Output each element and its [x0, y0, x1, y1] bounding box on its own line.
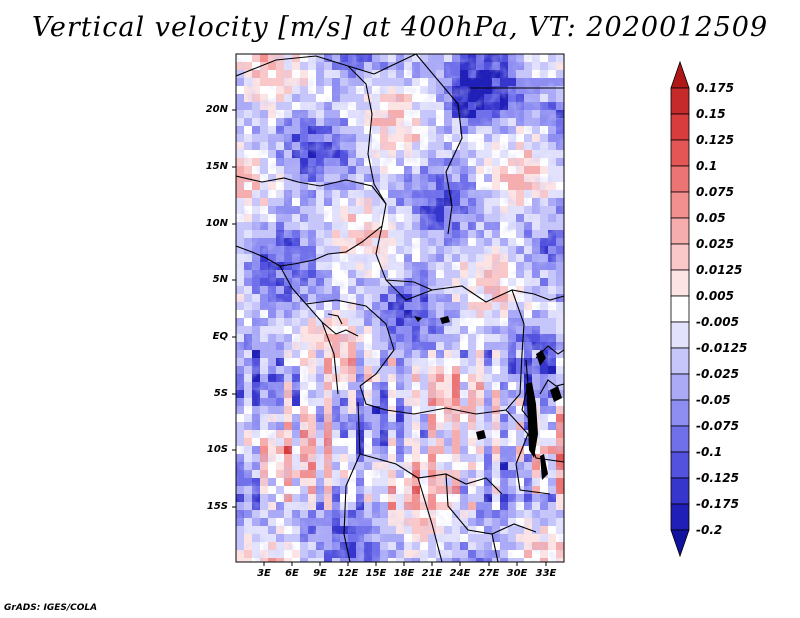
colorbar-bin: [670, 451, 690, 479]
x-tick-label-18e: 18E: [393, 568, 415, 579]
colorbar-level-label: -0.05: [696, 393, 731, 407]
map-svg: [236, 54, 564, 562]
colorbar-level-label: -0.2: [696, 523, 723, 537]
x-tick-label-9e: 9E: [313, 568, 327, 579]
colorbar-bin: [670, 113, 690, 141]
colorbar-bin: [670, 165, 690, 193]
x-tick-label-33e: 33E: [535, 568, 557, 579]
colorbar-level-label: 0.025: [696, 237, 734, 251]
x-tick-label-12e: 12E: [337, 568, 359, 579]
colorbar-bin: [670, 269, 690, 297]
y-tick-label-5n: 5N: [212, 274, 228, 285]
colorbar-level-label: -0.025: [696, 367, 739, 381]
colorbar-level-label: 0.15: [696, 107, 726, 121]
colorbar-bin: [670, 87, 690, 115]
y-tick-label-15n: 15N: [205, 161, 228, 172]
colorbar-level-label: 0.175: [696, 81, 734, 95]
x-tick-label-3e: 3E: [257, 568, 271, 579]
colorbar-level-label: -0.125: [696, 471, 739, 485]
x-tick-label-21e: 21E: [421, 568, 443, 579]
colorbar-bin: [670, 191, 690, 219]
colorbar-bin: [670, 139, 690, 167]
colorbar: [670, 60, 690, 558]
colorbar-level-label: -0.075: [696, 419, 739, 433]
colorbar-bin: [670, 321, 690, 349]
colorbar-level-label: -0.005: [696, 315, 739, 329]
colorbar-bin: [670, 295, 690, 323]
colorbar-level-label: 0.005: [696, 289, 734, 303]
y-tick-label-10n: 10N: [205, 218, 228, 229]
colorbar-bin: [670, 477, 690, 505]
x-tick-label-27e: 27E: [478, 568, 500, 579]
grads-credit: GrADS: IGES/COLA: [4, 603, 98, 613]
colorbar-bin: [670, 399, 690, 427]
y-tick-label-10s: 10S: [206, 444, 228, 455]
y-tick-label-5s: 5S: [213, 388, 228, 399]
colorbar-level-label: -0.175: [696, 497, 739, 511]
map-plot-area: [236, 54, 564, 562]
y-tick-label-20n: 20N: [205, 104, 228, 115]
field-texture: [236, 54, 564, 562]
colorbar-level-label: -0.1: [696, 445, 723, 459]
colorbar-bin: [670, 529, 690, 558]
y-tick-label-eq: EQ: [212, 331, 228, 342]
colorbar-bin: [670, 373, 690, 401]
colorbar-bin: [670, 425, 690, 453]
colorbar-level-label: 0.075: [696, 185, 734, 199]
colorbar-level-label: 0.05: [696, 211, 726, 225]
x-tick-label-24e: 24E: [449, 568, 471, 579]
colorbar-level-label: -0.0125: [696, 341, 748, 355]
chart-title: Vertical velocity [m/s] at 400hPa, VT: 2…: [31, 12, 769, 43]
colorbar-level-label: 0.1: [696, 159, 718, 173]
x-tick-label-15e: 15E: [365, 568, 387, 579]
colorbar-bin: [670, 217, 690, 245]
colorbar-level-label: 0.0125: [696, 263, 743, 277]
colorbar-level-label: 0.125: [696, 133, 734, 147]
colorbar-bin: [670, 347, 690, 375]
x-tick-label-6e: 6E: [285, 568, 299, 579]
y-tick-label-15s: 15S: [206, 501, 228, 512]
x-tick-label-30e: 30E: [506, 568, 528, 579]
colorbar-bin: [670, 503, 690, 531]
colorbar-bin: [670, 243, 690, 271]
colorbar-bin: [670, 60, 690, 89]
